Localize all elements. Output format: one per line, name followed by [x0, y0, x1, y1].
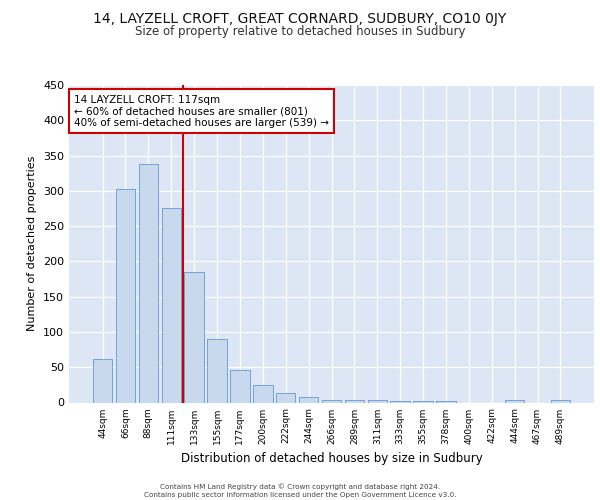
- Text: 14, LAYZELL CROFT, GREAT CORNARD, SUDBURY, CO10 0JY: 14, LAYZELL CROFT, GREAT CORNARD, SUDBUR…: [94, 12, 506, 26]
- Bar: [208, 339, 227, 402]
- Bar: [413, 401, 433, 402]
- Bar: [391, 401, 410, 402]
- Bar: [253, 385, 272, 402]
- Bar: [230, 370, 250, 402]
- Bar: [116, 188, 135, 402]
- Text: Size of property relative to detached houses in Sudbury: Size of property relative to detached ho…: [135, 25, 465, 38]
- Text: Contains HM Land Registry data © Crown copyright and database right 2024.
Contai: Contains HM Land Registry data © Crown c…: [144, 484, 456, 498]
- Bar: [276, 394, 295, 402]
- Bar: [436, 401, 455, 402]
- Bar: [93, 359, 112, 403]
- Bar: [184, 272, 204, 402]
- Text: 14 LAYZELL CROFT: 117sqm
← 60% of detached houses are smaller (801)
40% of semi-: 14 LAYZELL CROFT: 117sqm ← 60% of detach…: [74, 94, 329, 128]
- Bar: [368, 400, 387, 402]
- Bar: [322, 400, 341, 402]
- Bar: [299, 397, 319, 402]
- Bar: [551, 400, 570, 402]
- Bar: [344, 400, 364, 402]
- Bar: [139, 164, 158, 402]
- Bar: [161, 208, 181, 402]
- X-axis label: Distribution of detached houses by size in Sudbury: Distribution of detached houses by size …: [181, 452, 482, 465]
- Y-axis label: Number of detached properties: Number of detached properties: [28, 156, 37, 332]
- Bar: [505, 400, 524, 402]
